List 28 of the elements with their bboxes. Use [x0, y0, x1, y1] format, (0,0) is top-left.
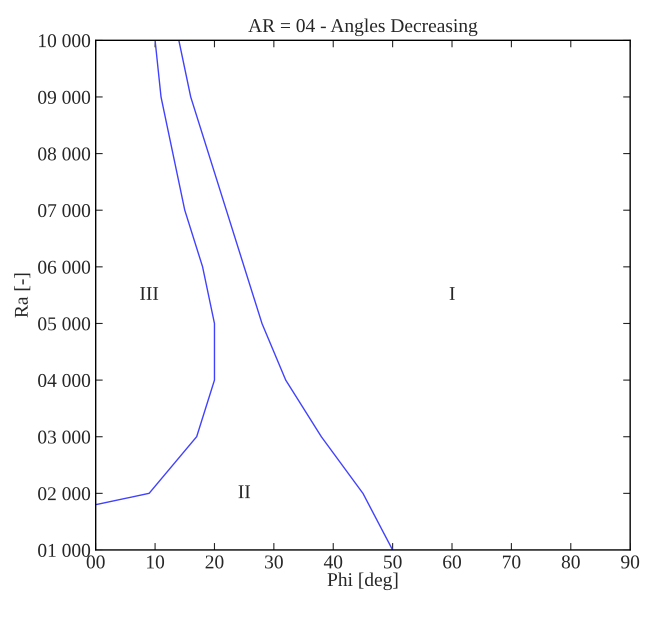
line-series	[178, 40, 394, 550]
y-tick-label: 06 000	[38, 260, 90, 274]
x-tick-label: 70	[502, 555, 520, 569]
x-tick-label: 40	[324, 555, 342, 569]
y-tick-label: 07 000	[38, 204, 90, 218]
annotation: III	[140, 287, 158, 300]
x-tick-label: 60	[443, 555, 461, 569]
x-tick-label: 00	[86, 555, 105, 569]
y-tick-label: 09 000	[38, 90, 90, 104]
y-tick-label: 04 000	[38, 374, 90, 388]
x-tick-label: 80	[562, 555, 580, 569]
annotation: II	[238, 485, 250, 498]
x-tick-label: 10	[147, 555, 164, 569]
y-tick-label: 05 000	[38, 317, 90, 330]
y-tick-label: 03 000	[38, 430, 90, 444]
annotation: I	[450, 287, 455, 300]
y-tick-label: 10 000	[39, 34, 90, 48]
chart-title: AR = 04 - Angles Decreasing	[248, 18, 478, 36]
y-axis-title: Ra [-]	[14, 274, 30, 318]
y-tick-label: 01 000	[38, 544, 90, 557]
x-tick-label: 50	[384, 555, 402, 569]
x-tick-label: 90	[621, 555, 640, 569]
x-tick-label: 30	[265, 555, 283, 569]
y-tick-label: 02 000	[38, 487, 90, 500]
line-series	[96, 40, 216, 506]
x-tick-label: 20	[206, 555, 224, 569]
y-tick-label: 08 000	[38, 147, 90, 161]
x-axis-title: Phi [deg]	[328, 572, 398, 590]
